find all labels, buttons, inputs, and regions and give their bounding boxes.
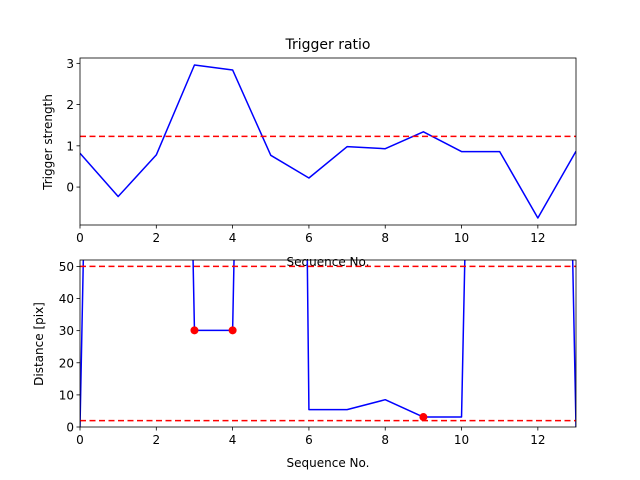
y-tick-label: 10 bbox=[59, 388, 74, 402]
x-tick-label: 12 bbox=[530, 231, 545, 245]
y-tick-label: 2 bbox=[66, 98, 74, 112]
series-line-0 bbox=[80, 260, 576, 427]
trigger-ratio-plot: Trigger ratio Trigger strength Sequence … bbox=[41, 37, 577, 269]
series-line-0 bbox=[80, 64, 576, 219]
axes-frame bbox=[79, 259, 577, 428]
plot-area bbox=[80, 64, 576, 219]
top-chart-ylabel: Trigger strength bbox=[41, 94, 55, 191]
y-tick-label: 3 bbox=[66, 57, 74, 71]
bottom-chart-xlabel: Sequence No. bbox=[287, 456, 370, 470]
x-tick-label: 10 bbox=[454, 433, 469, 447]
x-tick-label: 12 bbox=[530, 433, 545, 447]
x-tick-label: 0 bbox=[76, 433, 84, 447]
y-tick-label: 0 bbox=[66, 421, 74, 435]
x-tick-label: 0 bbox=[76, 231, 84, 245]
x-tick-label: 10 bbox=[454, 231, 469, 245]
y-tick-label: 30 bbox=[59, 324, 74, 338]
bottom-chart-ylabel: Distance [pix] bbox=[32, 302, 46, 386]
data-point-marker-2 bbox=[419, 413, 428, 422]
y-tick-label: 20 bbox=[59, 356, 74, 370]
x-tick-label: 8 bbox=[381, 433, 389, 447]
distance-plot: Distance [pix] Sequence No. 0 2 4 6 8 10 12 0 10… bbox=[32, 259, 577, 470]
x-tick-label: 2 bbox=[152, 433, 160, 447]
x-tick-label: 6 bbox=[305, 231, 313, 245]
axes-frame bbox=[79, 57, 577, 226]
x-tick-label: 4 bbox=[229, 433, 237, 447]
y-tick-label: 40 bbox=[59, 292, 74, 306]
y-tick-label: 1 bbox=[66, 139, 74, 153]
x-tick-label: 6 bbox=[305, 433, 313, 447]
data-point-marker-1 bbox=[228, 326, 237, 335]
x-tick-label: 2 bbox=[152, 231, 160, 245]
x-tick-label: 4 bbox=[229, 231, 237, 245]
top-chart-title: Trigger ratio bbox=[284, 37, 370, 53]
plot-area bbox=[80, 260, 576, 427]
x-tick-label: 8 bbox=[381, 231, 389, 245]
data-point-marker-0 bbox=[190, 326, 199, 335]
y-tick-label: 0 bbox=[66, 181, 74, 195]
y-tick-label: 50 bbox=[59, 260, 74, 274]
